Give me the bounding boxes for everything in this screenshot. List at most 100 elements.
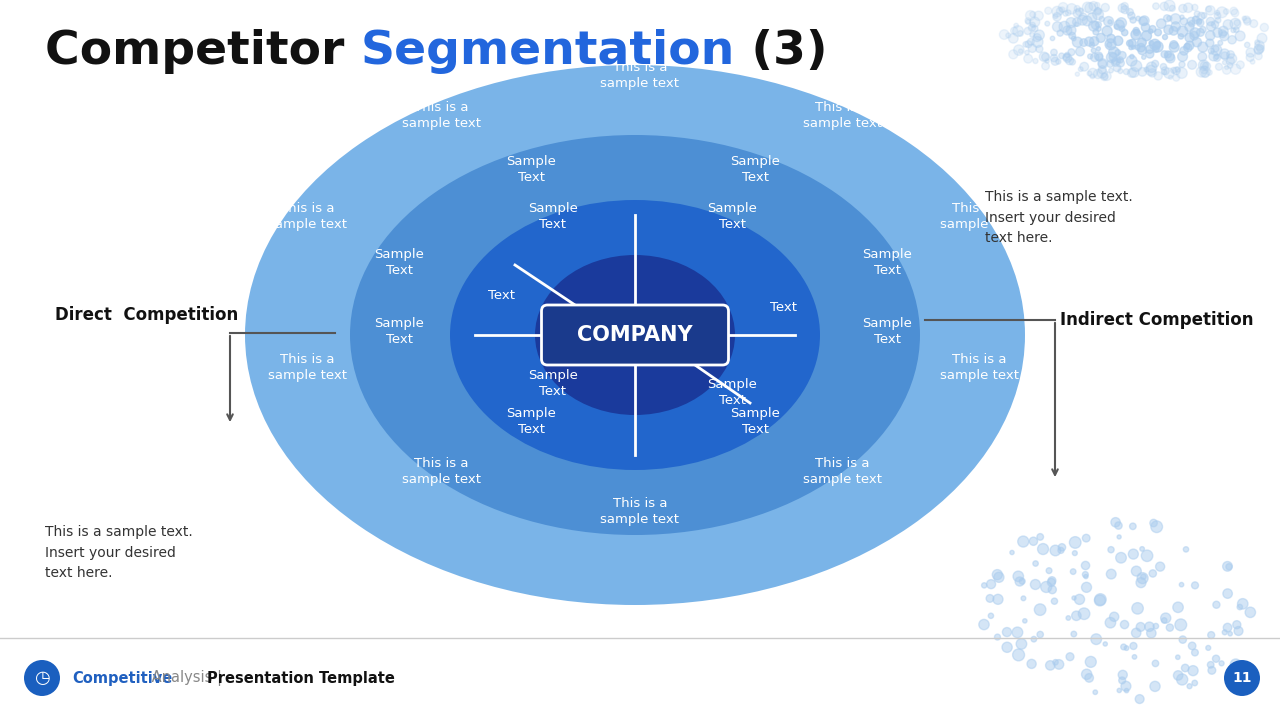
Circle shape	[1156, 19, 1166, 29]
Circle shape	[1208, 48, 1215, 54]
Circle shape	[1148, 68, 1156, 77]
Circle shape	[1085, 3, 1096, 14]
Circle shape	[1219, 26, 1229, 36]
Circle shape	[1175, 655, 1180, 660]
Circle shape	[1062, 26, 1071, 35]
Circle shape	[1152, 46, 1160, 53]
Circle shape	[1153, 624, 1158, 629]
Text: Competitor: Competitor	[45, 30, 361, 74]
Circle shape	[1245, 48, 1256, 57]
Circle shape	[1151, 521, 1162, 533]
Circle shape	[993, 594, 1004, 604]
Circle shape	[1019, 578, 1025, 584]
Circle shape	[1226, 54, 1236, 63]
Circle shape	[1178, 34, 1184, 39]
Text: This is a
sample text: This is a sample text	[600, 497, 680, 526]
Circle shape	[1116, 18, 1126, 28]
Circle shape	[1148, 29, 1153, 34]
Circle shape	[1074, 594, 1084, 605]
Circle shape	[1164, 14, 1171, 22]
Circle shape	[1193, 17, 1198, 21]
Circle shape	[1051, 36, 1055, 40]
Circle shape	[1083, 16, 1092, 26]
Text: Sample
Text: Sample Text	[731, 155, 780, 184]
Circle shape	[1206, 6, 1215, 15]
Circle shape	[1192, 16, 1199, 24]
Circle shape	[1014, 23, 1019, 28]
Circle shape	[1033, 561, 1038, 566]
Circle shape	[1206, 39, 1213, 48]
Circle shape	[1015, 577, 1024, 586]
Circle shape	[1114, 64, 1121, 72]
Circle shape	[1027, 660, 1037, 668]
Circle shape	[1108, 19, 1112, 24]
Circle shape	[1222, 66, 1231, 74]
Text: Sample
Text: Sample Text	[529, 202, 577, 230]
Circle shape	[1002, 642, 1012, 652]
Circle shape	[1185, 33, 1194, 42]
Circle shape	[1129, 523, 1137, 530]
Circle shape	[1106, 570, 1116, 579]
Circle shape	[1052, 660, 1059, 665]
Circle shape	[1211, 45, 1222, 55]
Circle shape	[1107, 60, 1114, 68]
Circle shape	[1126, 55, 1137, 66]
Circle shape	[1249, 19, 1258, 27]
Circle shape	[1097, 33, 1106, 42]
Circle shape	[1234, 27, 1239, 32]
Circle shape	[1014, 45, 1024, 55]
Text: Text: Text	[769, 301, 797, 314]
Circle shape	[1213, 601, 1220, 608]
Circle shape	[1139, 17, 1147, 25]
Circle shape	[1155, 72, 1162, 80]
Circle shape	[1048, 585, 1056, 594]
Circle shape	[1066, 17, 1076, 27]
Circle shape	[1074, 22, 1078, 27]
Circle shape	[1098, 60, 1106, 68]
Circle shape	[1111, 58, 1120, 66]
Circle shape	[1087, 13, 1097, 22]
Circle shape	[1059, 22, 1070, 32]
Text: 11: 11	[1233, 671, 1252, 685]
Circle shape	[24, 660, 60, 696]
Circle shape	[1199, 27, 1206, 33]
Circle shape	[1092, 48, 1096, 53]
Circle shape	[1142, 23, 1149, 32]
Circle shape	[1254, 53, 1262, 60]
Circle shape	[1066, 4, 1076, 14]
Circle shape	[1091, 53, 1100, 62]
Circle shape	[1208, 667, 1216, 674]
Circle shape	[1178, 52, 1188, 61]
Circle shape	[1126, 9, 1133, 15]
Circle shape	[1000, 30, 1009, 40]
Circle shape	[1257, 45, 1265, 53]
Circle shape	[1116, 58, 1121, 63]
Circle shape	[1052, 12, 1061, 21]
Circle shape	[1190, 28, 1199, 37]
Circle shape	[1124, 688, 1129, 693]
Circle shape	[1149, 26, 1156, 32]
Circle shape	[1217, 40, 1222, 45]
Circle shape	[1180, 47, 1188, 55]
Circle shape	[1117, 535, 1121, 539]
Circle shape	[1161, 51, 1167, 58]
Circle shape	[1071, 631, 1076, 637]
Circle shape	[1170, 41, 1178, 49]
Circle shape	[1244, 42, 1249, 48]
Circle shape	[1197, 19, 1204, 27]
Circle shape	[1230, 659, 1242, 670]
Circle shape	[1032, 636, 1037, 642]
Circle shape	[1089, 42, 1094, 48]
Text: ◷: ◷	[35, 669, 50, 687]
Text: Sample
Text: Sample Text	[708, 202, 756, 230]
Circle shape	[1102, 72, 1111, 81]
Circle shape	[1023, 618, 1027, 623]
Text: (3): (3)	[735, 30, 828, 74]
Circle shape	[1203, 62, 1211, 70]
Circle shape	[1044, 21, 1050, 26]
Circle shape	[1083, 2, 1093, 12]
Circle shape	[1119, 52, 1126, 59]
Circle shape	[1065, 57, 1074, 65]
Circle shape	[1170, 14, 1180, 24]
Circle shape	[1093, 29, 1098, 35]
